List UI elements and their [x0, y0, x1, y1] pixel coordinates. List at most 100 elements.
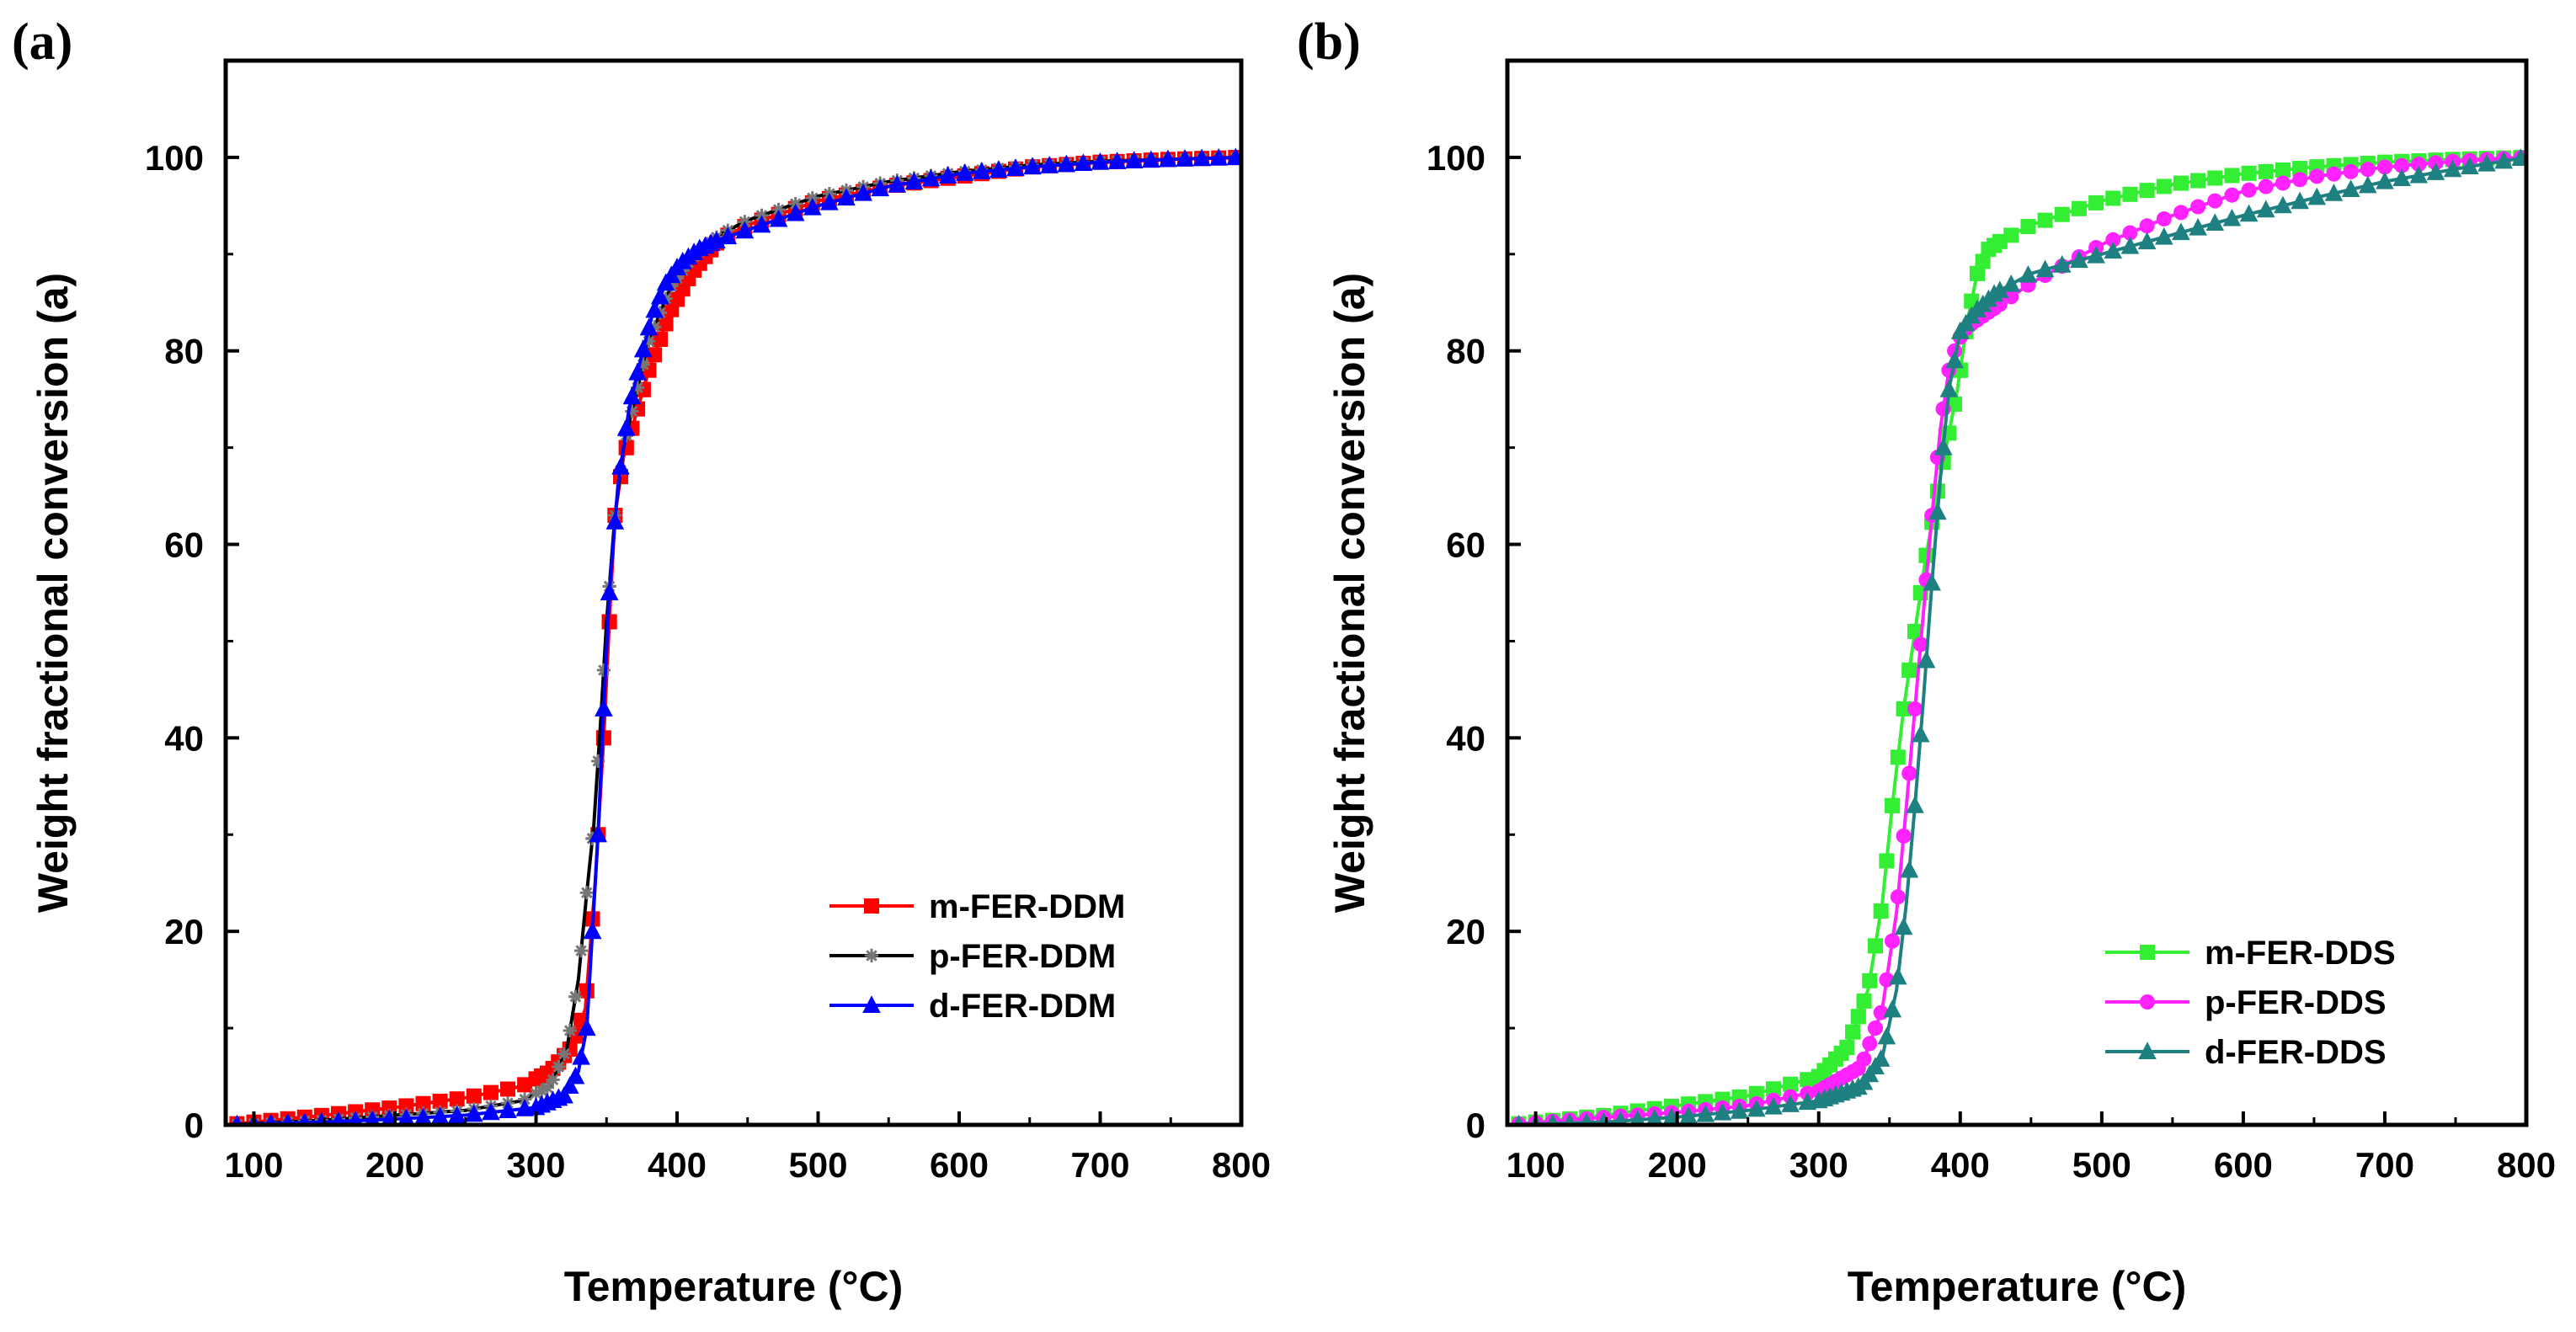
- y-tick-label: 0: [1466, 1106, 1485, 1145]
- data-point: [466, 1088, 482, 1104]
- data-point: [1176, 149, 1194, 167]
- data-point: [232, 1114, 243, 1125]
- data-point: [447, 1106, 467, 1124]
- legend: m-FER-DDS p-FER-DDS d-FER-DDS: [2105, 935, 2396, 1071]
- data-point: [1862, 972, 1878, 988]
- data-point: [500, 1081, 515, 1097]
- series-line: [226, 155, 1241, 1125]
- legend-marker: [2140, 994, 2155, 1010]
- data-point: [1839, 1040, 1855, 1056]
- data-point: [639, 317, 659, 336]
- data-point: [1969, 265, 1985, 281]
- x-tick-label: 100: [224, 1145, 283, 1185]
- data-point: [2003, 227, 2019, 243]
- data-point: [2173, 205, 2189, 221]
- data-point: [2376, 159, 2392, 175]
- data-point: [2070, 250, 2088, 269]
- data-point: [1730, 1101, 1749, 1119]
- data-point: [2511, 148, 2526, 167]
- y-axis-title: Weight fractional conversion (a): [29, 273, 77, 913]
- data-point: [535, 1084, 549, 1098]
- data-point: [735, 221, 755, 239]
- data-point: [1850, 1009, 1866, 1025]
- series-line: [226, 155, 1241, 1125]
- data-point: [2222, 208, 2242, 226]
- data-point: [1159, 149, 1177, 168]
- data-point: [2071, 200, 2087, 216]
- data-point: [2224, 187, 2240, 203]
- y-tick-label: 80: [164, 332, 204, 371]
- panel-a: (a) 100 200 300 400 500 600 700 800 0 20 40 60 80 100 T…: [12, 13, 1271, 1310]
- data-point: [647, 347, 663, 363]
- x-tick-label: 800: [1212, 1145, 1271, 1185]
- data-point: [2358, 175, 2377, 194]
- series-line: [1507, 155, 2526, 1125]
- legend-label: d-FER-DDM: [929, 988, 1116, 1025]
- data-point: [2104, 241, 2123, 259]
- data-point: [1091, 152, 1110, 170]
- data-point: [1856, 1051, 1872, 1067]
- data-point: [2088, 194, 2104, 210]
- data-point: [2426, 163, 2445, 180]
- data-point: [2460, 157, 2479, 174]
- y-axis-title: Weight fractional conversion (a): [1326, 273, 1373, 913]
- data-point: [1873, 903, 1889, 919]
- data-point: [1074, 153, 1093, 172]
- data-point: [616, 418, 636, 436]
- legend-label: m-FER-DDM: [929, 888, 1125, 925]
- data-point: [2477, 153, 2496, 172]
- data-point: [1928, 502, 1947, 520]
- x-tick-label: 200: [365, 1145, 424, 1185]
- data-point: [1747, 1099, 1766, 1117]
- y-tick-label: 100: [1427, 138, 1485, 178]
- legend-label: d-FER-DDS: [2205, 1034, 2387, 1071]
- data-point: [1877, 1026, 1896, 1045]
- data-point: [2258, 178, 2274, 194]
- legend-marker: [864, 898, 879, 914]
- data-point: [583, 921, 602, 940]
- data-point: [1890, 889, 1906, 905]
- data-point: [1613, 1111, 1628, 1125]
- data-point: [574, 944, 589, 958]
- data-point: [555, 1085, 573, 1104]
- data-point: [1945, 350, 1964, 369]
- legend-label: p-FER-DDM: [929, 938, 1116, 975]
- data-point: [331, 1111, 346, 1125]
- y-tick-label: 20: [164, 912, 204, 951]
- data-point: [1911, 724, 1930, 743]
- data-point: [1713, 1102, 1732, 1121]
- data-point: [1890, 749, 1906, 765]
- data-point: [2343, 163, 2359, 179]
- legend-label: m-FER-DDS: [2205, 935, 2396, 972]
- data-point: [1885, 933, 1901, 949]
- legend-marker: [2138, 1042, 2157, 1059]
- x-tick-label: 100: [1507, 1145, 1565, 1185]
- data-point: [281, 1113, 294, 1125]
- data-point: [2207, 170, 2223, 186]
- data-point: [529, 1086, 543, 1100]
- data-point: [605, 512, 625, 530]
- x-tick-label: 400: [648, 1145, 707, 1185]
- data-point: [2035, 259, 2055, 278]
- series-m-FER-DDM: [226, 150, 1241, 1125]
- data-point: [2241, 182, 2257, 198]
- data-point: [2239, 204, 2259, 222]
- x-tick-label: 300: [506, 1145, 565, 1185]
- x-tick-label: 700: [2355, 1145, 2414, 1185]
- data-point: [2207, 193, 2223, 209]
- data-point: [1209, 147, 1228, 166]
- data-point: [1896, 701, 1912, 717]
- data-point: [2020, 219, 2036, 235]
- data-point: [2326, 166, 2342, 182]
- data-point: [1679, 1106, 1698, 1124]
- data-point: [1907, 623, 1923, 639]
- data-point: [938, 166, 957, 184]
- data-point: [2341, 179, 2360, 198]
- data-point: [264, 1113, 277, 1125]
- data-point: [1783, 1076, 1799, 1092]
- data-point: [1781, 1095, 1800, 1112]
- data-point: [1040, 156, 1059, 173]
- data-point: [1906, 796, 1924, 813]
- data-point: [2156, 210, 2172, 226]
